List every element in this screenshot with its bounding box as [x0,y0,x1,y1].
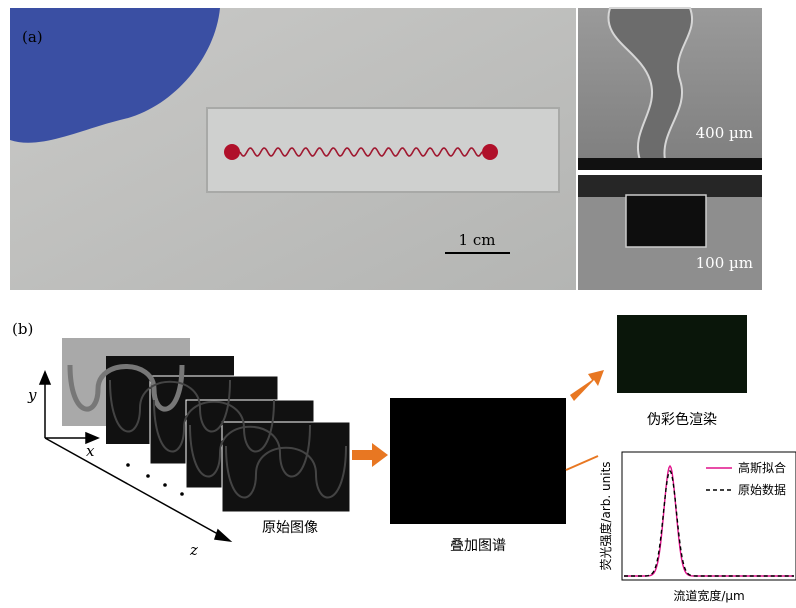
arrow [570,370,604,401]
glass-chip [207,108,559,192]
scale-label: 400 µm [696,124,753,142]
scale-label: 1 cm [459,231,496,249]
axis-label: y [27,386,37,404]
y-axis-label: 荧光强度/arb. units [598,461,613,570]
caption: 叠加图谱 [450,538,506,554]
sem-top [578,175,762,197]
panel-label: (b) [12,320,33,338]
outlet [482,144,498,160]
caption: 原始图像 [262,520,318,536]
legend-label: 原始数据 [738,482,786,497]
raw-image [222,422,350,512]
sem-info-bar [578,158,762,170]
arrow [352,443,388,467]
figure: 1 cm (a) 400 µm 100 µm (b) y x z 原始图像 [0,0,796,608]
panel-a: 1 cm (a) 400 µm 100 µm [10,8,762,290]
axis-label: x [86,442,95,460]
panel-b: (b) y x z 原始图像 叠加图谱 伪彩色渲染 高斯拟合 原始数据 荧光强度… [12,315,796,603]
axis-label: z [189,541,198,559]
inlet [224,144,240,160]
pseudo-color-image [617,315,747,393]
x-axis-label: 流道宽度/µm [673,588,744,603]
panel-label: (a) [22,28,43,46]
scale-label: 100 µm [696,254,753,272]
overlay-image [390,398,566,524]
caption: 伪彩色渲染 [647,411,717,428]
legend-label: 高斯拟合 [738,460,786,475]
sem-cross-section [626,195,706,247]
arrow [566,456,598,470]
ellipsis [126,463,184,496]
